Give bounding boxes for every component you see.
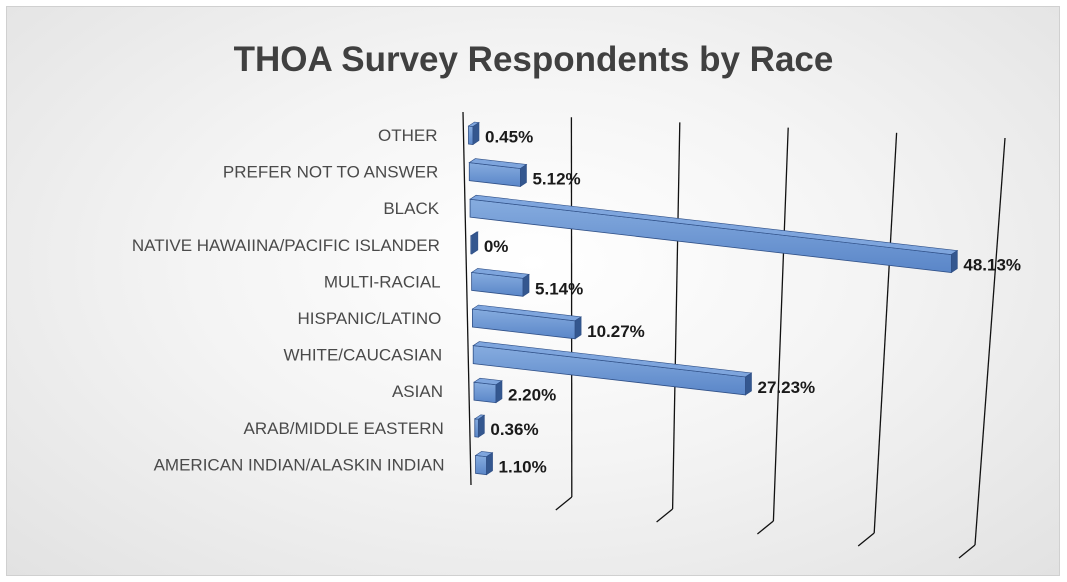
- bar-front: [468, 125, 474, 145]
- category-label: WHITE/CAUCASIAN: [284, 346, 443, 365]
- bar: [473, 414, 486, 438]
- gridline-floor-tick: [958, 544, 976, 559]
- bar-side: [520, 163, 527, 188]
- value-labels: 0.45% 5.12% 48.13% 0% 5.14% 10.27% 27.23% 2.20%…: [484, 128, 1021, 477]
- bar-front: [469, 198, 952, 273]
- data-label: 0.45%: [485, 128, 533, 147]
- gridline: [671, 122, 681, 510]
- category-label: BLACK: [383, 199, 439, 218]
- data-label: 10.27%: [587, 322, 645, 341]
- bar-side: [486, 452, 493, 476]
- bar-side: [478, 414, 485, 438]
- chart-title: THOA Survey Respondents by Race: [233, 40, 834, 79]
- bar: [471, 304, 582, 340]
- gridline: [974, 137, 1006, 546]
- gridline: [873, 132, 898, 534]
- bar: [473, 377, 503, 404]
- data-label: 1.10%: [499, 458, 547, 477]
- bar: [468, 158, 528, 188]
- bar-side: [472, 121, 480, 146]
- gridlines: [462, 111, 1006, 559]
- category-label: PREFER NOT TO ANSWER: [223, 163, 438, 182]
- gridline-floor-tick: [756, 520, 774, 535]
- data-label: 27.23%: [758, 378, 816, 397]
- data-label: 0.36%: [490, 420, 538, 439]
- gridline: [462, 111, 472, 486]
- bar-side: [951, 249, 958, 274]
- gridline-floor-tick: [656, 508, 674, 523]
- bar-side: [522, 273, 530, 297]
- bar-side: [495, 380, 503, 404]
- bar: [469, 194, 959, 274]
- bar-front: [474, 418, 479, 438]
- category-labels: OTHER PREFER NOT TO ANSWER BLACK NATIVE HAW…: [132, 126, 445, 474]
- bars: [467, 121, 959, 476]
- bar: [470, 268, 530, 297]
- bar-front: [475, 454, 487, 476]
- data-label: 2.20%: [508, 386, 556, 405]
- data-label: 5.14%: [535, 279, 583, 298]
- gridline-floor-tick: [555, 496, 573, 511]
- category-label: ASIAN: [392, 382, 443, 401]
- bar: [474, 451, 494, 476]
- data-label: 48.13%: [963, 256, 1021, 275]
- category-label: NATIVE HAWAIINA/PACIFIC ISLANDER: [132, 236, 440, 255]
- category-label: HISPANIC/LATINO: [298, 309, 442, 328]
- bar-side: [745, 372, 752, 396]
- bar: [470, 231, 479, 255]
- data-label: 0%: [484, 237, 509, 256]
- data-label: 5.12%: [532, 169, 580, 188]
- bar-side: [574, 316, 582, 340]
- category-label: MULTI-RACIAL: [324, 272, 441, 291]
- gridline-floor-tick: [857, 532, 875, 547]
- bar: [467, 121, 480, 146]
- category-label: AMERICAN INDIAN/ALASKIN INDIAN: [154, 455, 445, 474]
- bar-side: [471, 231, 479, 255]
- gridline: [772, 127, 789, 522]
- chart-area: [6, 6, 1060, 576]
- bar: [472, 341, 753, 396]
- bar-front: [473, 381, 497, 404]
- category-label: OTHER: [378, 126, 438, 145]
- category-label: ARAB/MIDDLE EASTERN: [244, 419, 444, 438]
